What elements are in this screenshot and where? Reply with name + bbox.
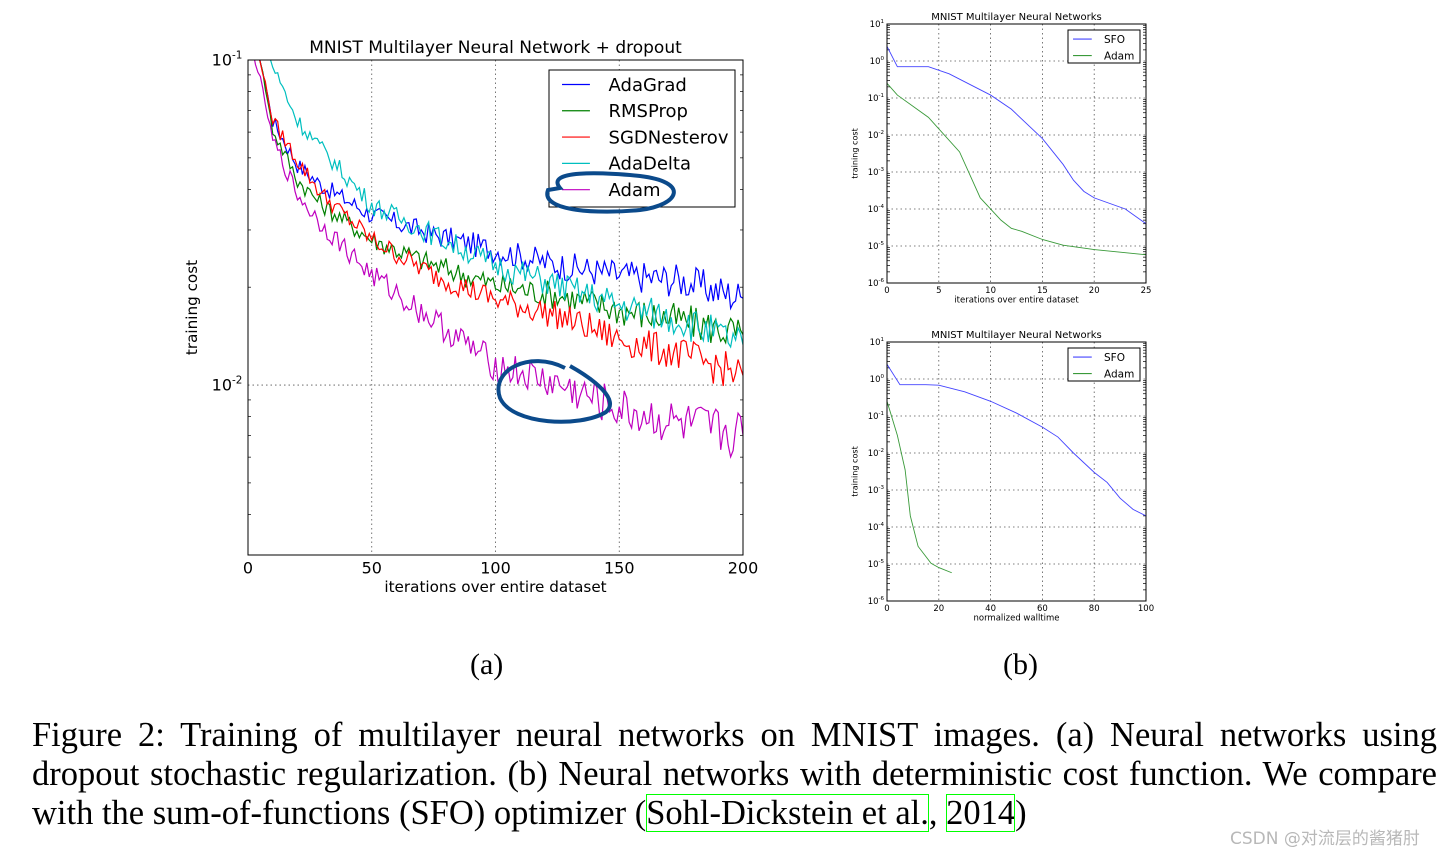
- chart-title: MNIST Multilayer Neural Network + dropou…: [309, 38, 682, 58]
- x-tick-label: 0: [884, 604, 889, 614]
- chart-0: 0 50 100 150 200 10-1 10-2 MNIST Multilayer Neu…: [183, 38, 759, 596]
- legend-entry: RMSProp: [609, 101, 688, 122]
- y-axis-label: training cost: [850, 446, 859, 497]
- subfigure-label-a: (a): [470, 648, 504, 681]
- x-tick-label: 15: [1037, 286, 1048, 296]
- y-tick-label: 101: [870, 19, 884, 30]
- x-tick-label: 100: [1138, 604, 1154, 614]
- plot-frame: [886, 23, 1147, 284]
- citation-separator: ,: [928, 794, 947, 832]
- series-line-adam: [887, 401, 952, 574]
- y-tick-label: 10-1: [212, 49, 243, 69]
- x-tick-label: 60: [1037, 604, 1048, 614]
- legend-entry: SFO: [1104, 352, 1125, 364]
- y-tick-label: 10-6: [868, 278, 885, 289]
- x-tick-label: 20: [933, 604, 944, 614]
- y-tick-label: 10-4: [868, 522, 885, 533]
- legend-entry: AdaDelta: [609, 154, 691, 175]
- caption-text: Figure 2: Training of multilayer neural …: [32, 716, 1437, 832]
- y-tick-label: 10-6: [868, 596, 885, 607]
- x-tick-label: 0: [243, 558, 253, 577]
- series-line-adagrad: [259, 60, 743, 311]
- y-tick-label: 10-2: [212, 374, 243, 394]
- legend-entry: SFO: [1104, 34, 1125, 46]
- legend-box: [1067, 29, 1141, 64]
- chart-2: 0 20 40 60 80 100 101 100 10-1 10-2 10-3 10-4 10-5 10…: [850, 330, 1154, 624]
- figure-caption: Figure 2: Training of multilayer neural …: [32, 716, 1437, 833]
- y-tick-label: 100: [870, 374, 885, 385]
- chart-1: 0 5 10 15 20 25 101 100 10-1 10-2 10-3 10-4 10-5 10-6…: [850, 12, 1151, 306]
- x-tick-label: 25: [1141, 286, 1152, 296]
- hand-drawn-circle-adam-curve: [496, 359, 612, 424]
- y-tick-label: 101: [870, 337, 884, 348]
- x-tick-label: 20: [1089, 286, 1100, 296]
- legend: AdaGrad RMSProp SGDNesterov AdaDelta Adam: [548, 69, 736, 208]
- x-axis-label: iterations over entire dataset: [954, 296, 1079, 306]
- y-tick-label: 10-3: [868, 485, 885, 496]
- legend-entry: Adam: [1104, 50, 1134, 62]
- legend: SFO Adam: [1067, 29, 1141, 64]
- x-tick-label: 10: [985, 286, 996, 296]
- y-tick-label: 10-2: [868, 448, 884, 459]
- x-tick-label: 100: [480, 558, 511, 577]
- x-tick-label: 40: [985, 604, 996, 614]
- subfigure-label-b: (b): [1003, 648, 1038, 681]
- y-tick-label: 10-1: [868, 93, 884, 104]
- watermark: CSDN @对流层的酱猪肘: [1230, 829, 1420, 849]
- y-axis-label: training cost: [850, 128, 859, 179]
- chart-title: MNIST Multilayer Neural Networks: [931, 12, 1102, 23]
- citation-author-link[interactable]: Sohl-Dickstein et al.: [646, 794, 929, 832]
- x-axis-label: iterations over entire dataset: [384, 578, 606, 596]
- series-line-adam: [887, 82, 1146, 256]
- y-tick-label: 10-3: [868, 167, 885, 178]
- x-tick-label: 0: [884, 286, 889, 296]
- plot-frame: [247, 59, 744, 556]
- legend-entry: Adam: [1104, 368, 1134, 380]
- x-tick-label: 5: [936, 286, 941, 296]
- x-tick-label: 150: [604, 558, 635, 577]
- y-tick-label: 10-5: [868, 559, 885, 570]
- legend: SFO Adam: [1067, 347, 1141, 382]
- legend-box: [1067, 347, 1141, 382]
- legend-entry: Adam: [609, 180, 661, 201]
- citation-year-link[interactable]: 2014: [946, 794, 1016, 832]
- series-line-adadelta: [269, 60, 743, 349]
- y-tick-label: 10-2: [868, 130, 884, 141]
- x-axis-label: normalized walltime: [973, 614, 1059, 624]
- legend-entry: AdaGrad: [609, 75, 687, 96]
- legend-entry: SGDNesterov: [609, 127, 729, 148]
- series-line-sfo: [887, 46, 1146, 225]
- x-tick-label: 200: [728, 558, 759, 577]
- hand-drawn-circle-legend: [545, 171, 676, 214]
- caption-end: ): [1015, 794, 1027, 832]
- x-tick-label: 80: [1089, 604, 1100, 614]
- plot-frame: [886, 341, 1147, 602]
- chart-title: MNIST Multilayer Neural Networks: [931, 330, 1102, 341]
- legend-box: [548, 69, 736, 208]
- series-line-sfo: [887, 364, 1146, 517]
- y-tick-label: 10-5: [868, 241, 885, 252]
- y-axis-label: training cost: [183, 260, 201, 355]
- y-tick-label: 10-4: [868, 204, 885, 215]
- y-tick-label: 100: [870, 56, 885, 67]
- series-line-adam: [254, 60, 743, 460]
- series-line-sgdnesterov: [259, 60, 743, 387]
- y-tick-label: 10-1: [868, 411, 884, 422]
- x-tick-label: 50: [362, 558, 382, 577]
